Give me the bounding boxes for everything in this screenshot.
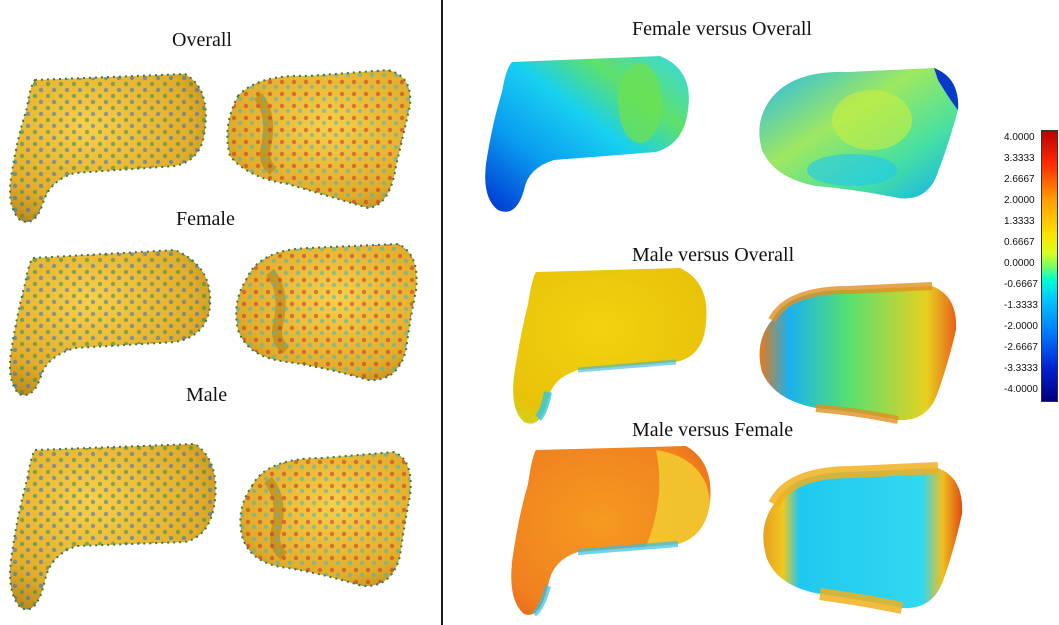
male-shape-right-view <box>239 450 412 588</box>
male-shape-left-view <box>9 442 217 611</box>
panel-divider <box>441 0 443 625</box>
male-vs-overall-right-view <box>759 282 957 424</box>
color-scale-tick-label: -2.0000 <box>1004 321 1038 332</box>
color-scale-tick-label: -3.3333 <box>1004 363 1038 374</box>
title-female: Female <box>176 208 235 230</box>
male-vs-female-left-view <box>511 446 711 617</box>
color-scale-tick-label: -1.3333 <box>1004 300 1038 311</box>
title-male-vs-overall: Male versus Overall <box>632 244 795 266</box>
female-vs-overall-right-view <box>759 68 959 199</box>
color-scale-tick-label: 2.0000 <box>1004 195 1035 206</box>
color-scale-tick-label: 1.3333 <box>1004 216 1035 227</box>
female-shape-left-view <box>9 248 212 397</box>
color-scale-tick-label: 3.3333 <box>1004 153 1035 164</box>
color-scale-tick-label: 0.0000 <box>1004 258 1035 269</box>
title-male: Male <box>186 384 228 406</box>
color-scale-tick-label: 2.6667 <box>1004 174 1035 185</box>
color-scale-tick-label: 0.6667 <box>1004 237 1035 248</box>
overall-shape-right-view <box>226 68 412 210</box>
title-male-vs-female: Male versus Female <box>632 419 794 441</box>
female-shape-right-view <box>235 242 418 382</box>
overall-shape-left-view <box>9 72 207 223</box>
title-overall: Overall <box>172 29 232 51</box>
color-scale-tick-label: -0.6667 <box>1004 279 1038 290</box>
male-vs-overall-left-view <box>513 268 707 424</box>
male-vs-female-right-view <box>763 462 963 614</box>
female-vs-overall-left-view <box>485 56 689 212</box>
color-scale-tick-label: 4.0000 <box>1004 132 1035 143</box>
color-scale-bar <box>1041 130 1058 402</box>
color-scale-tick-label: -4.0000 <box>1004 384 1038 395</box>
color-scale-tick-label: -2.6667 <box>1004 342 1038 353</box>
title-female-vs-overall: Female versus Overall <box>632 18 812 40</box>
